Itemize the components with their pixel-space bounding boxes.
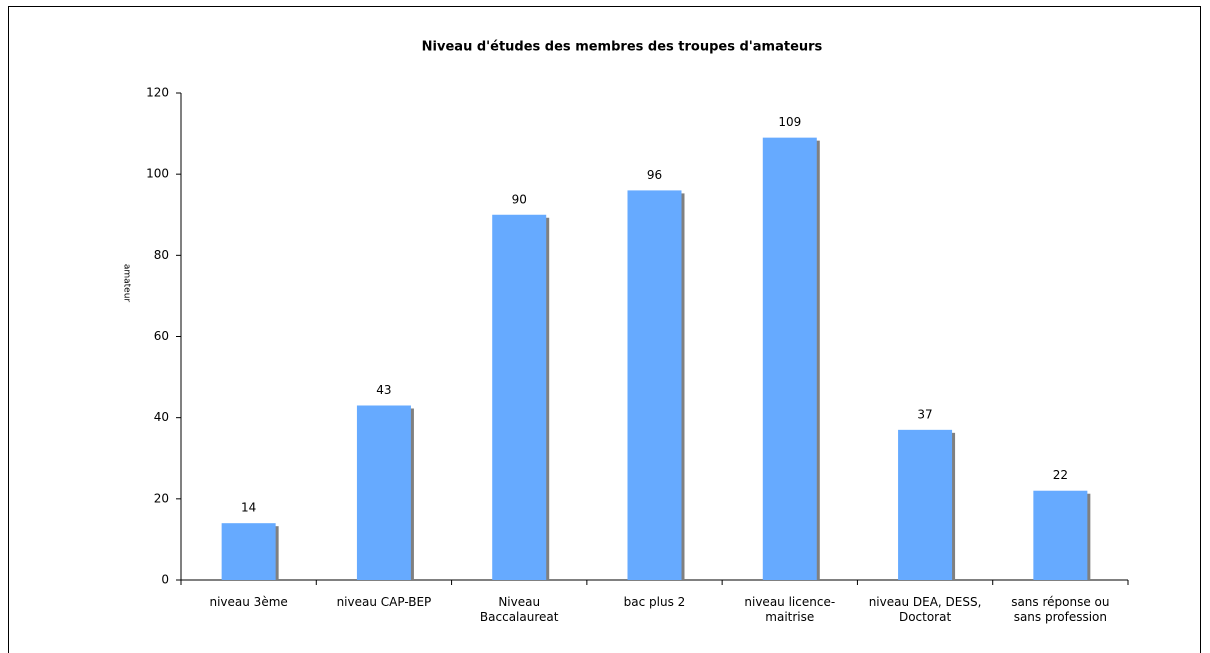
x-tick-label: Niveau Baccalaureat	[479, 595, 559, 624]
y-tick-label: 20	[154, 491, 169, 505]
bar	[1033, 490, 1088, 580]
data-label: 90	[512, 192, 527, 206]
data-label: 43	[376, 383, 391, 397]
x-tick-label: niveau CAP-BEP	[336, 595, 432, 609]
x-tick-label: sans réponse ou sans profession	[1011, 595, 1110, 624]
y-tick-label: 60	[154, 329, 169, 343]
chart-border	[8, 6, 1201, 653]
y-tick-label: 100	[146, 167, 169, 181]
bar	[492, 214, 547, 580]
data-label: 96	[647, 168, 662, 182]
bar	[898, 429, 953, 580]
bar	[221, 523, 276, 580]
y-tick-label: 0	[161, 573, 169, 587]
data-label: 37	[917, 407, 932, 421]
data-label: 22	[1053, 468, 1068, 482]
data-label: 14	[241, 501, 256, 515]
y-axis-label: amateur	[122, 264, 132, 303]
bar	[627, 190, 682, 580]
y-tick-label: 40	[154, 410, 169, 424]
x-tick-label: niveau licence-maitrise	[744, 595, 836, 624]
bar	[762, 137, 817, 580]
x-tick-label: niveau DEA, DESS, Doctorat	[868, 595, 982, 624]
x-tick-label: niveau 3ème	[209, 595, 288, 609]
chart-title: Niveau d'études des membres des troupes …	[422, 40, 823, 55]
bar	[356, 405, 411, 580]
y-tick-label: 120	[146, 86, 169, 100]
data-label: 109	[778, 115, 801, 129]
x-tick-label: bac plus 2	[623, 595, 686, 609]
y-tick-label: 80	[154, 248, 169, 262]
